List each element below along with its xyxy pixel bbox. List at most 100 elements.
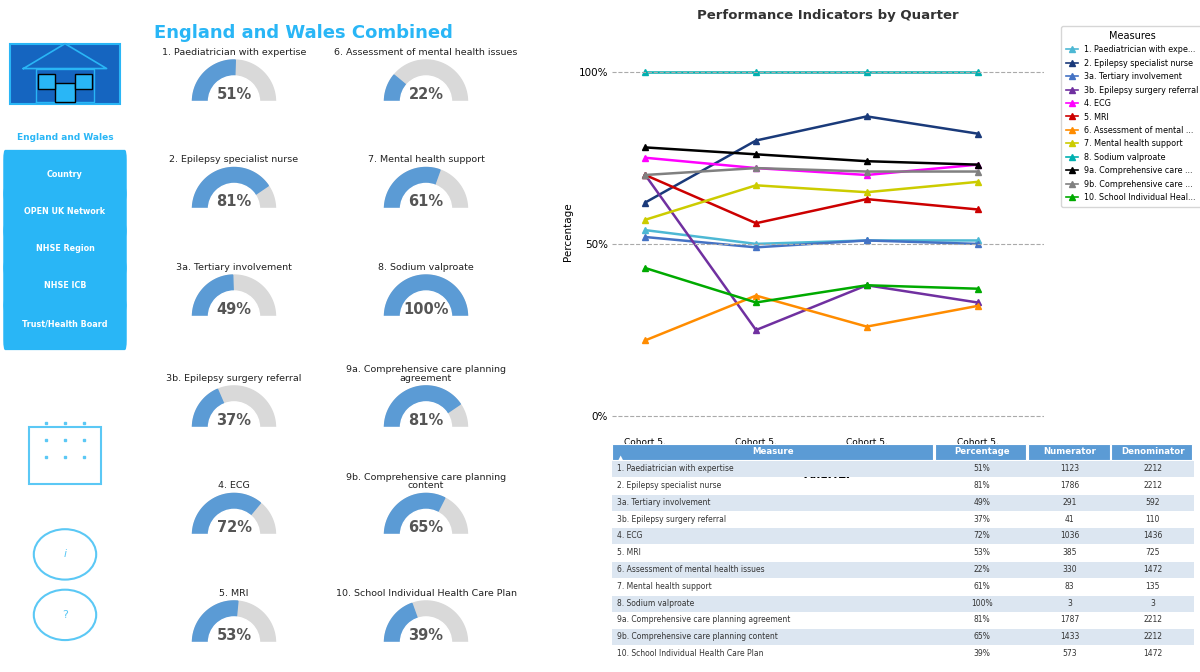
Text: 3: 3 bbox=[1067, 599, 1072, 607]
Text: Percentage: Percentage bbox=[954, 447, 1009, 456]
Text: 41: 41 bbox=[1064, 515, 1074, 523]
Text: 7. Mental health support: 7. Mental health support bbox=[617, 582, 712, 591]
Text: ▲: ▲ bbox=[618, 455, 623, 461]
Polygon shape bbox=[192, 275, 276, 317]
Text: 725: 725 bbox=[1146, 548, 1160, 557]
Polygon shape bbox=[380, 642, 472, 665]
Text: 81%: 81% bbox=[973, 481, 990, 490]
Text: 39%: 39% bbox=[973, 649, 990, 658]
Text: 81%: 81% bbox=[973, 616, 990, 624]
Text: Measure: Measure bbox=[752, 447, 794, 456]
Polygon shape bbox=[188, 101, 280, 124]
Polygon shape bbox=[384, 75, 406, 101]
FancyBboxPatch shape bbox=[1111, 444, 1193, 460]
FancyBboxPatch shape bbox=[76, 74, 92, 89]
Legend: 1. Paediatrician with expe..., 2. Epilepsy specialist nurse, 3a. Tertiary involv: 1. Paediatrician with expe..., 2. Epilep… bbox=[1061, 26, 1200, 207]
Circle shape bbox=[401, 509, 451, 560]
Polygon shape bbox=[192, 601, 238, 642]
Polygon shape bbox=[192, 389, 223, 427]
Text: 1787: 1787 bbox=[1060, 616, 1079, 624]
FancyBboxPatch shape bbox=[55, 83, 76, 102]
FancyBboxPatch shape bbox=[612, 595, 1194, 612]
Text: 110: 110 bbox=[1146, 515, 1160, 523]
Polygon shape bbox=[192, 493, 276, 535]
Polygon shape bbox=[36, 69, 94, 102]
Text: 9b. Comprehensive care planning: 9b. Comprehensive care planning bbox=[346, 473, 506, 482]
Text: 1036: 1036 bbox=[1060, 532, 1080, 540]
Text: 6. Assessment of mental health issues: 6. Assessment of mental health issues bbox=[617, 565, 764, 574]
Polygon shape bbox=[384, 386, 468, 427]
Text: 3a. Tertiary involvement: 3a. Tertiary involvement bbox=[617, 498, 710, 507]
FancyBboxPatch shape bbox=[935, 444, 1026, 460]
Text: 72%: 72% bbox=[216, 520, 252, 536]
Text: 3b. Epilepsy surgery referral: 3b. Epilepsy surgery referral bbox=[617, 515, 726, 523]
FancyBboxPatch shape bbox=[612, 545, 1194, 561]
Text: England and Wales: England and Wales bbox=[17, 133, 113, 142]
Text: 53%: 53% bbox=[216, 628, 252, 643]
Text: 330: 330 bbox=[1062, 565, 1078, 574]
Polygon shape bbox=[192, 60, 276, 101]
Text: 81%: 81% bbox=[408, 413, 444, 428]
Text: 100%: 100% bbox=[971, 599, 992, 607]
Polygon shape bbox=[384, 275, 468, 317]
Text: 37%: 37% bbox=[973, 515, 990, 523]
Text: 135: 135 bbox=[1146, 582, 1160, 591]
Text: Denominator: Denominator bbox=[1121, 447, 1184, 456]
Text: Numerator: Numerator bbox=[1043, 447, 1096, 456]
Text: England and Wales Combined: England and Wales Combined bbox=[154, 24, 452, 42]
Text: 1123: 1123 bbox=[1060, 464, 1079, 473]
FancyBboxPatch shape bbox=[612, 528, 1194, 544]
Circle shape bbox=[209, 76, 259, 127]
Text: 51%: 51% bbox=[216, 87, 252, 102]
Text: 1. Paediatrician with expertise: 1. Paediatrician with expertise bbox=[162, 48, 306, 56]
FancyBboxPatch shape bbox=[4, 261, 127, 312]
Circle shape bbox=[209, 509, 259, 560]
Text: EPILEPSY12: EPILEPSY12 bbox=[20, 30, 109, 43]
Polygon shape bbox=[384, 167, 440, 209]
Circle shape bbox=[209, 402, 259, 453]
Polygon shape bbox=[188, 208, 280, 232]
Text: content: content bbox=[408, 481, 444, 490]
Text: NHSE Region: NHSE Region bbox=[36, 244, 95, 253]
Text: 61%: 61% bbox=[973, 582, 990, 591]
Polygon shape bbox=[192, 275, 233, 317]
Text: NHSE ICB: NHSE ICB bbox=[43, 281, 86, 290]
Y-axis label: Percentage: Percentage bbox=[563, 202, 572, 261]
Text: 3a. Tertiary involvement: 3a. Tertiary involvement bbox=[176, 263, 292, 271]
Polygon shape bbox=[188, 642, 280, 665]
Polygon shape bbox=[384, 493, 468, 535]
Text: 2212: 2212 bbox=[1144, 632, 1162, 641]
Text: Trust/Health Board: Trust/Health Board bbox=[23, 319, 108, 329]
Text: ?: ? bbox=[62, 610, 68, 620]
Text: 3: 3 bbox=[1151, 599, 1156, 607]
FancyBboxPatch shape bbox=[612, 579, 1194, 595]
Polygon shape bbox=[192, 493, 260, 535]
Text: 10. School Individual Health Care Plan: 10. School Individual Health Care Plan bbox=[617, 649, 763, 658]
Polygon shape bbox=[192, 60, 235, 101]
Text: 2212: 2212 bbox=[1144, 481, 1162, 490]
Text: 65%: 65% bbox=[973, 632, 990, 641]
Polygon shape bbox=[384, 60, 468, 101]
Polygon shape bbox=[188, 316, 280, 339]
Text: 61%: 61% bbox=[408, 194, 444, 210]
FancyBboxPatch shape bbox=[612, 478, 1194, 494]
Text: 385: 385 bbox=[1062, 548, 1076, 557]
Text: 72%: 72% bbox=[973, 532, 990, 540]
Circle shape bbox=[209, 291, 259, 342]
Text: OPEN UK Network: OPEN UK Network bbox=[24, 207, 106, 216]
FancyBboxPatch shape bbox=[612, 511, 1194, 528]
Text: 9a. Comprehensive care planning: 9a. Comprehensive care planning bbox=[346, 366, 506, 374]
Text: 6. Assessment of mental health issues: 6. Assessment of mental health issues bbox=[335, 48, 517, 56]
Text: 2. Epilepsy specialist nurse: 2. Epilepsy specialist nurse bbox=[617, 481, 721, 490]
Polygon shape bbox=[384, 603, 418, 642]
Text: 8. Sodium valproate: 8. Sodium valproate bbox=[617, 599, 694, 607]
Polygon shape bbox=[384, 386, 461, 427]
FancyBboxPatch shape bbox=[4, 299, 127, 350]
Text: 4. ECG: 4. ECG bbox=[617, 532, 642, 540]
Circle shape bbox=[209, 183, 259, 235]
Text: 10. School Individual Health Care Plan: 10. School Individual Health Care Plan bbox=[336, 589, 516, 597]
Text: 53%: 53% bbox=[973, 548, 990, 557]
Polygon shape bbox=[380, 534, 472, 558]
Text: 5. MRI: 5. MRI bbox=[617, 548, 641, 557]
FancyBboxPatch shape bbox=[612, 612, 1194, 628]
